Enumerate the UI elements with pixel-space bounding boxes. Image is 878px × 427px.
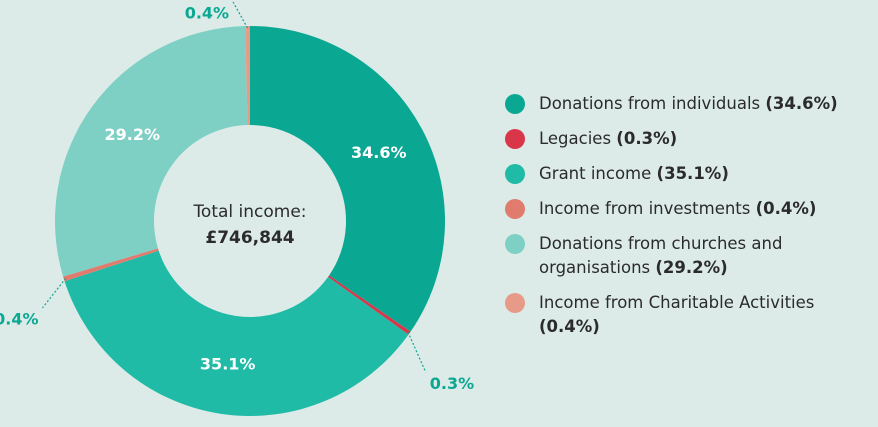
legend-swatch	[505, 199, 525, 219]
leader-line	[232, 1, 249, 29]
legend: Donations from individuals (34.6%) Legaci…	[505, 92, 850, 339]
slice	[55, 26, 248, 277]
legend-entry: Donations from individuals (34.6%)	[505, 92, 850, 116]
legend-text: Income from investments (0.4%)	[539, 197, 816, 221]
slice	[245, 26, 250, 126]
legend-entry: Legacies (0.3%)	[505, 127, 850, 151]
legend-entry: Income from investments (0.4%)	[505, 197, 850, 221]
legend-swatch	[505, 293, 525, 313]
legend-name: Donations from churches and organisation…	[539, 234, 783, 277]
donut	[55, 26, 445, 417]
legend-swatch	[505, 94, 525, 114]
slice-label: 29.2%	[105, 125, 161, 144]
labels: 34.6% 0.3% 35.1% 0.4% 29.2% 0.4%	[0, 1, 474, 393]
slice	[63, 248, 159, 282]
legend-percent: (34.6%)	[765, 94, 838, 113]
legend-entry: Grant income (35.1%)	[505, 162, 850, 186]
slice	[64, 250, 409, 417]
legend-entry: Income from Charitable Activities (0.4%)	[505, 291, 850, 339]
slice-label: 0.3%	[430, 374, 474, 393]
legend-percent: (35.1%)	[656, 164, 729, 183]
legend-swatch	[505, 164, 525, 184]
legend-swatch	[505, 129, 525, 149]
legend-text: Donations from individuals (34.6%)	[539, 92, 838, 116]
legend-swatch	[505, 234, 525, 254]
slice	[328, 275, 411, 335]
legend-name: Income from investments	[539, 199, 751, 218]
legend-text: Legacies (0.3%)	[539, 127, 677, 151]
legend-percent: (0.3%)	[616, 129, 678, 148]
leader-line	[41, 277, 67, 309]
legend-name: Grant income	[539, 164, 652, 183]
legend-name: Income from Charitable Activities	[539, 293, 815, 312]
slice-label: 0.4%	[0, 309, 38, 328]
center-label: Total income:	[192, 202, 306, 222]
legend-entry: Donations from churches and organisation…	[505, 232, 850, 280]
slice	[250, 26, 445, 332]
legend-percent: (0.4%)	[755, 199, 817, 218]
slice-label: 35.1%	[200, 354, 256, 373]
legend-percent: (29.2%)	[655, 258, 728, 277]
leader-line	[407, 331, 427, 373]
legend-name: Legacies	[539, 129, 612, 148]
slice-label: 0.4%	[185, 4, 229, 23]
legend-name: Donations from individuals	[539, 94, 761, 113]
center-value: £746,844	[205, 228, 294, 248]
legend-text: Grant income (35.1%)	[539, 162, 729, 186]
legend-text: Income from Charitable Activities (0.4%)	[539, 291, 850, 339]
legend-percent: (0.4%)	[539, 317, 600, 336]
legend-text: Donations from churches and organisation…	[539, 232, 850, 280]
slice-label: 34.6%	[351, 143, 407, 162]
